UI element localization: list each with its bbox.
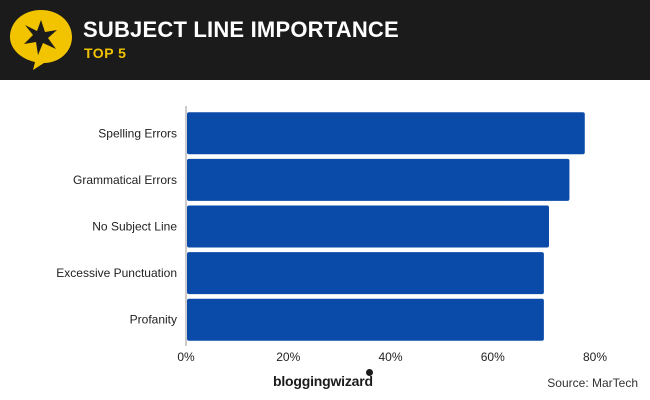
category-label: No Subject Line — [92, 220, 177, 234]
bar — [187, 252, 544, 295]
bloggingwizard-logo: bloggingwizard — [273, 373, 373, 389]
x-tick-label: 60% — [481, 350, 505, 364]
bar-chart: Spelling Errors Grammatical Errors No Subj… — [56, 106, 607, 364]
logo-dot-icon — [366, 369, 373, 376]
bar — [187, 205, 549, 248]
source-note: Source: MarTech — [547, 376, 638, 390]
chart-title: SUBJECT LINE IMPORTANCE — [83, 17, 399, 42]
x-tick-label: 0% — [177, 350, 195, 364]
bar — [187, 158, 570, 201]
x-tick-label: 20% — [276, 350, 300, 364]
chart-subtitle: TOP 5 — [84, 45, 127, 61]
category-label: Profanity — [130, 313, 177, 327]
category-label: Excessive Punctuation — [56, 266, 177, 280]
category-label: Grammatical Errors — [73, 173, 177, 187]
category-label: Spelling Errors — [98, 126, 177, 140]
x-tick-label: 80% — [583, 350, 607, 364]
x-tick-label: 40% — [378, 350, 402, 364]
bar — [187, 298, 544, 341]
bar — [187, 112, 585, 155]
header-banner: SUBJECT LINE IMPORTANCE TOP 5 — [0, 0, 650, 80]
star-speech-bubble-icon — [10, 10, 72, 70]
